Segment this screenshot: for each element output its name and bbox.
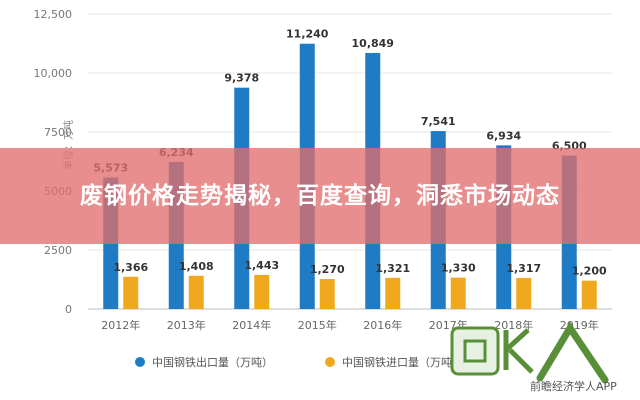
data-label: 1,330	[441, 262, 476, 275]
legend-label: 中国钢铁出口量（万吨）	[152, 355, 273, 369]
data-label: 6,934	[486, 129, 521, 142]
x-tick-label: 2013年	[167, 318, 206, 332]
y-tick-label: 0	[65, 303, 72, 316]
data-label: 1,408	[179, 260, 214, 273]
x-tick-label: 2015年	[298, 318, 337, 332]
data-label: 1,321	[375, 262, 410, 275]
import-bar	[450, 277, 466, 309]
import-bar	[188, 275, 204, 309]
y-tick-label: 10,000	[34, 67, 73, 80]
y-tick-label: 2500	[44, 244, 72, 257]
title-banner: 废钢价格走势揭秘，百度查询，洞悉市场动态	[0, 148, 640, 244]
watermark-text: 前瞻经济学人APP	[530, 380, 617, 393]
data-label: 1,317	[506, 262, 541, 275]
x-tick-label: 2012年	[101, 318, 140, 332]
import-bar	[385, 277, 401, 309]
import-bar	[319, 279, 335, 309]
import-bar	[254, 274, 270, 309]
data-label: 1,366	[113, 261, 148, 274]
data-label: 1,200	[572, 265, 607, 278]
import-bar	[123, 276, 139, 309]
x-tick-label: 2014年	[232, 318, 271, 332]
data-label: 7,541	[421, 115, 456, 128]
y-tick-label: 12,500	[34, 8, 73, 21]
legend-marker	[325, 357, 335, 367]
legend-label: 中国钢铁进口量（万吨）	[342, 356, 463, 369]
data-label: 10,849	[352, 37, 394, 50]
import-bar	[516, 277, 532, 309]
import-bar	[581, 280, 597, 309]
data-label: 1,270	[310, 263, 345, 276]
x-tick-label: 2018年	[494, 318, 533, 332]
x-tick-label: 2016年	[363, 318, 402, 332]
data-label: 11,240	[286, 28, 329, 41]
y-tick-label: 7500	[44, 126, 72, 139]
x-axis-ticks: 2012年 2013年 2014年 2015年 2016年 2017年 2018年 2019年	[101, 318, 599, 332]
legend: 中国钢铁出口量（万吨） 中国钢铁进口量（万吨）	[135, 355, 463, 369]
data-label: 1,443	[244, 259, 279, 272]
recycle-logo-icon	[450, 321, 609, 384]
legend-marker	[135, 357, 145, 367]
banner-title: 废钢价格走势揭秘，百度查询，洞悉市场动态	[80, 183, 560, 209]
data-label: 9,378	[224, 72, 259, 85]
